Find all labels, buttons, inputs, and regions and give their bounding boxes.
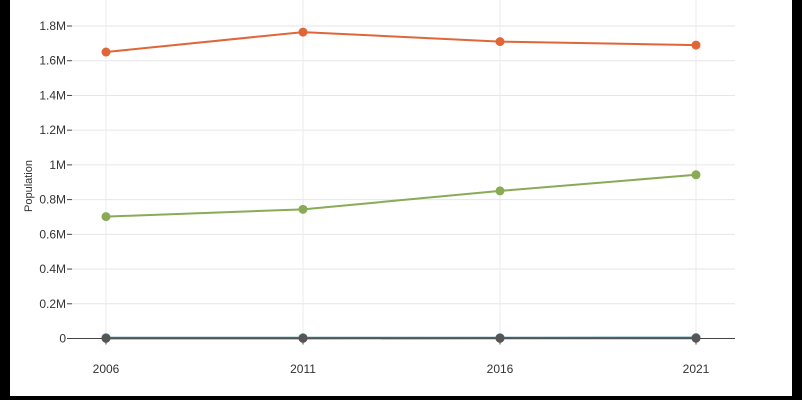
- data-point[interactable]: [101, 47, 111, 57]
- data-point[interactable]: [495, 333, 505, 343]
- series-group: [101, 27, 701, 343]
- data-point[interactable]: [298, 333, 308, 343]
- y-tick-label: 1.4M: [39, 88, 66, 102]
- x-tick-label: 2021: [683, 362, 710, 376]
- data-point[interactable]: [101, 212, 111, 222]
- y-gridlines: [72, 25, 735, 305]
- x-tick-labels: 2006 2011 2016 2021: [93, 338, 710, 376]
- x-tick-label: 2011: [290, 362, 316, 376]
- y-tick-label: 1.6M: [39, 54, 66, 68]
- y-tick-label: 0: [59, 332, 66, 346]
- x-tick-label: 2016: [487, 362, 514, 376]
- data-point[interactable]: [298, 204, 308, 214]
- x-gridlines: [105, 0, 697, 339]
- y-tick-label: 1.2M: [39, 123, 66, 137]
- series-line: [105, 173, 697, 218]
- y-tick-label: 0.2M: [39, 297, 66, 311]
- y-tick-label: 0.8M: [39, 193, 66, 207]
- data-point[interactable]: [101, 333, 111, 343]
- data-point[interactable]: [691, 170, 701, 180]
- y-tick-label: 1M: [49, 158, 66, 172]
- y-axis-title: Population: [23, 160, 35, 212]
- series-line: [105, 31, 697, 54]
- y-tick-label: 0.6M: [39, 227, 66, 241]
- data-point[interactable]: [691, 40, 701, 50]
- data-point[interactable]: [495, 37, 505, 47]
- y-tick-labels: 0 0.2M 0.4M 0.6M 0.8M 1M 1.2M 1.4M 1.6M 1.8M: [39, 19, 72, 346]
- x-tick-label: 2006: [93, 362, 120, 376]
- data-point[interactable]: [691, 333, 701, 343]
- data-point[interactable]: [495, 186, 505, 196]
- y-tick-label: 1.8M: [39, 19, 66, 33]
- data-point[interactable]: [298, 27, 308, 37]
- y-tick-label: 0.4M: [39, 262, 66, 276]
